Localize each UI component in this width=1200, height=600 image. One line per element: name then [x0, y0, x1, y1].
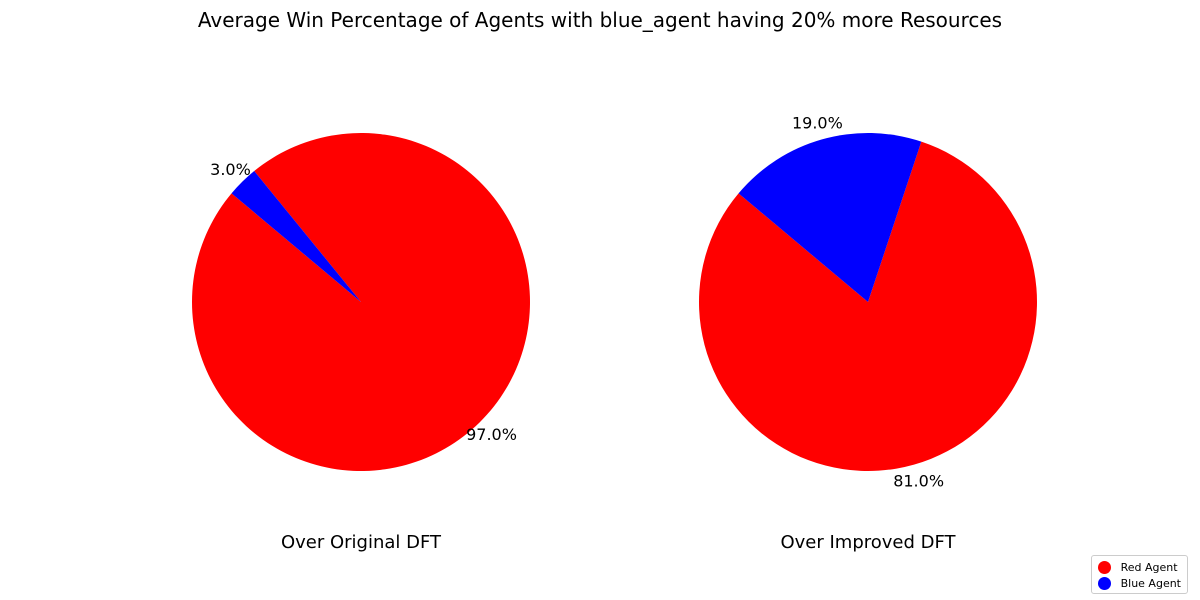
pie-slice-blue-agent — [738, 133, 922, 302]
legend-item-red-agent: Red Agent — [1097, 559, 1181, 575]
chart-title: Average Win Percentage of Agents with bl… — [197, 8, 1003, 32]
slice-percent-label: 3.0% — [210, 160, 251, 179]
slice-percent-label: 97.0% — [466, 425, 517, 444]
pie-slice-red-agent — [699, 141, 1037, 471]
pie-improved-dft: 81.0% 19.0% Over Improved DFT — [699, 114, 1037, 553]
legend-label-blue: Blue Agent — [1120, 576, 1181, 590]
pie-slice-blue-agent — [231, 171, 361, 302]
legend-marker-red — [1097, 560, 1111, 574]
legend-label-red: Red Agent — [1120, 560, 1178, 574]
slice-percent-label: 81.0% — [893, 471, 944, 490]
pie-subtitle: Over Improved DFT — [780, 532, 956, 553]
pie-original-dft: 97.0% 3.0% Over Original DFT — [192, 133, 530, 553]
slice-percent-label: 19.0% — [792, 114, 843, 133]
legend-item-blue-agent: Blue Agent — [1097, 575, 1181, 591]
legend-marker-blue — [1097, 576, 1111, 590]
legend: Red Agent Blue Agent — [1090, 555, 1188, 594]
pie-subtitle: Over Original DFT — [281, 532, 442, 553]
